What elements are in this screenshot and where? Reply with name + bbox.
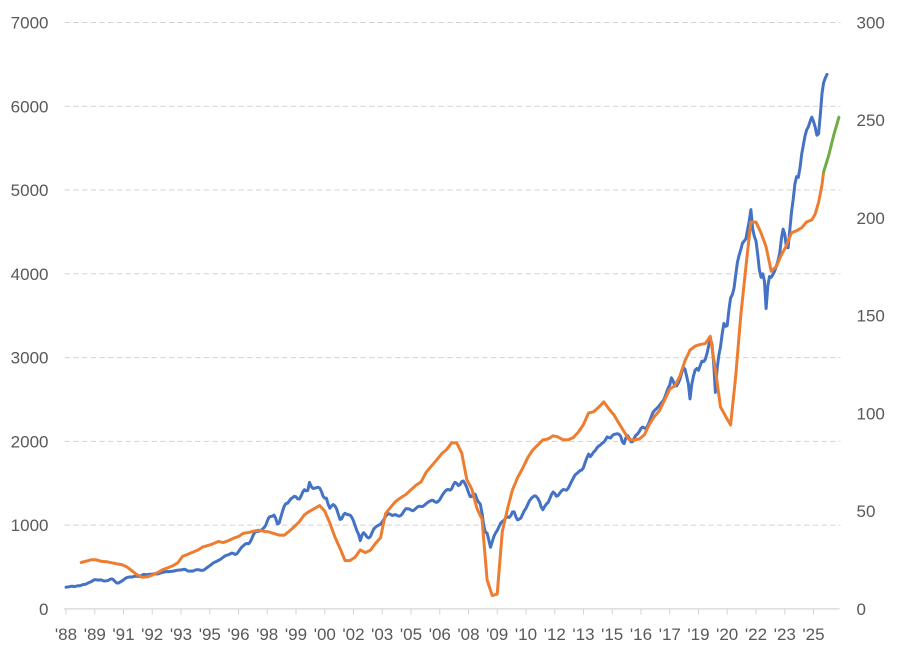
svg-text:'89: '89 xyxy=(84,625,106,644)
svg-text:150: 150 xyxy=(857,307,885,326)
svg-text:100: 100 xyxy=(857,404,885,423)
svg-text:'08: '08 xyxy=(457,625,479,644)
svg-text:4000: 4000 xyxy=(11,265,49,284)
svg-text:'95: '95 xyxy=(199,625,221,644)
svg-text:250: 250 xyxy=(857,111,885,130)
svg-text:'10: '10 xyxy=(515,625,537,644)
svg-text:'17: '17 xyxy=(659,625,681,644)
svg-text:'06: '06 xyxy=(429,625,451,644)
svg-text:'93: '93 xyxy=(170,625,192,644)
svg-text:'00: '00 xyxy=(314,625,336,644)
svg-text:'22: '22 xyxy=(745,625,767,644)
svg-text:'02: '02 xyxy=(342,625,364,644)
svg-text:'96: '96 xyxy=(227,625,249,644)
svg-text:200: 200 xyxy=(857,209,885,228)
svg-text:'13: '13 xyxy=(572,625,594,644)
svg-text:'05: '05 xyxy=(400,625,422,644)
svg-text:'03: '03 xyxy=(371,625,393,644)
svg-text:7000: 7000 xyxy=(11,14,49,33)
svg-text:50: 50 xyxy=(857,502,876,521)
svg-text:'12: '12 xyxy=(544,625,566,644)
svg-text:'25: '25 xyxy=(802,625,824,644)
svg-text:1000: 1000 xyxy=(11,516,49,535)
svg-text:'20: '20 xyxy=(716,625,738,644)
svg-text:'23: '23 xyxy=(774,625,796,644)
svg-text:300: 300 xyxy=(857,14,885,33)
svg-text:'09: '09 xyxy=(486,625,508,644)
svg-text:'91: '91 xyxy=(112,625,134,644)
svg-text:0: 0 xyxy=(857,600,866,619)
svg-text:'92: '92 xyxy=(141,625,163,644)
svg-text:'16: '16 xyxy=(630,625,652,644)
svg-text:6000: 6000 xyxy=(11,97,49,116)
svg-text:'98: '98 xyxy=(256,625,278,644)
svg-text:3000: 3000 xyxy=(11,349,49,368)
svg-text:'99: '99 xyxy=(285,625,307,644)
svg-text:5000: 5000 xyxy=(11,181,49,200)
svg-text:'88: '88 xyxy=(55,625,77,644)
svg-text:0: 0 xyxy=(39,600,48,619)
svg-text:2000: 2000 xyxy=(11,432,49,451)
svg-text:'19: '19 xyxy=(687,625,709,644)
svg-text:'15: '15 xyxy=(601,625,623,644)
